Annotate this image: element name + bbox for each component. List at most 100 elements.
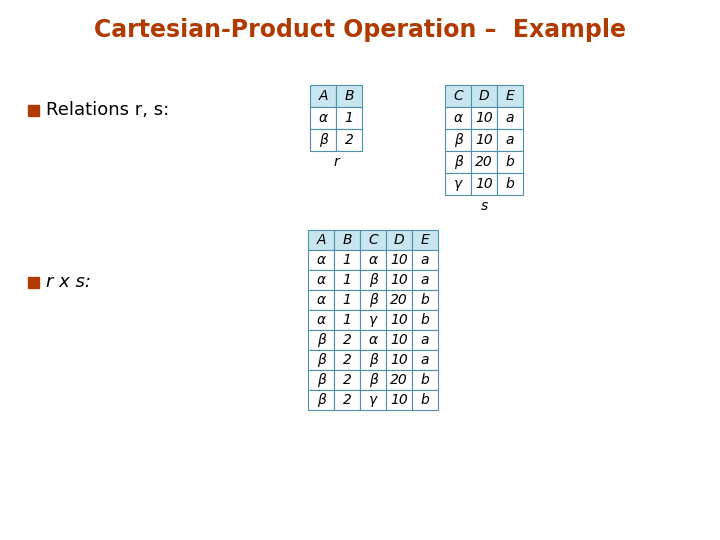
Bar (412, 270, 438, 290)
Text: E: E (420, 233, 429, 247)
Bar (471, 173, 497, 195)
Text: Relations r, s:: Relations r, s: (46, 101, 169, 119)
Bar (412, 230, 438, 250)
Bar (310, 129, 336, 151)
Bar (308, 230, 334, 250)
Text: α: α (316, 273, 325, 287)
Bar (412, 370, 438, 390)
Text: b: b (420, 293, 429, 307)
Bar (471, 85, 497, 107)
Bar (334, 330, 360, 350)
Bar (334, 350, 360, 370)
Bar (386, 370, 412, 390)
Bar (308, 250, 334, 270)
Text: 10: 10 (390, 313, 408, 327)
Text: b: b (420, 373, 429, 387)
Text: A: A (316, 233, 325, 247)
Bar (471, 129, 497, 151)
Bar (412, 290, 438, 310)
Bar (497, 107, 523, 129)
Text: a: a (420, 353, 429, 367)
Bar (308, 290, 334, 310)
Text: β: β (318, 133, 328, 147)
Text: 10: 10 (475, 133, 493, 147)
Text: α: α (454, 111, 462, 125)
Text: 10: 10 (390, 353, 408, 367)
Bar (308, 270, 334, 290)
Text: B: B (342, 233, 352, 247)
Text: 20: 20 (390, 373, 408, 387)
Bar (386, 350, 412, 370)
Text: β: β (317, 353, 325, 367)
Bar (336, 85, 362, 107)
Text: 10: 10 (390, 333, 408, 347)
Bar (445, 151, 471, 173)
Bar (28, 105, 39, 116)
Text: β: β (317, 333, 325, 347)
Text: 2: 2 (343, 333, 351, 347)
Bar (386, 390, 412, 410)
Bar (360, 230, 386, 250)
Text: r x s:: r x s: (46, 273, 91, 291)
Text: a: a (505, 111, 514, 125)
Text: a: a (420, 253, 429, 267)
Text: 2: 2 (345, 133, 354, 147)
Bar (497, 85, 523, 107)
Text: α: α (369, 333, 377, 347)
Text: B: B (344, 89, 354, 103)
Bar (334, 370, 360, 390)
Text: β: β (317, 393, 325, 407)
Text: β: β (454, 133, 462, 147)
Bar (310, 107, 336, 129)
Bar (386, 290, 412, 310)
Bar (445, 107, 471, 129)
Text: α: α (316, 253, 325, 267)
Text: C: C (453, 89, 463, 103)
Text: 1: 1 (343, 253, 351, 267)
Bar (360, 270, 386, 290)
Text: 10: 10 (475, 111, 493, 125)
Bar (308, 310, 334, 330)
Text: 10: 10 (390, 273, 408, 287)
Bar (412, 390, 438, 410)
Text: β: β (369, 373, 377, 387)
Bar (445, 173, 471, 195)
Text: β: β (317, 373, 325, 387)
Text: r: r (333, 155, 339, 169)
Bar (360, 350, 386, 370)
Text: 1: 1 (343, 293, 351, 307)
Text: b: b (420, 313, 429, 327)
Bar (360, 250, 386, 270)
Text: 2: 2 (343, 393, 351, 407)
Bar (310, 85, 336, 107)
Text: a: a (420, 273, 429, 287)
Text: D: D (394, 233, 405, 247)
Bar (386, 310, 412, 330)
Text: γ: γ (369, 393, 377, 407)
Text: 1: 1 (343, 313, 351, 327)
Text: α: α (316, 293, 325, 307)
Text: E: E (505, 89, 514, 103)
Bar (386, 270, 412, 290)
Text: s: s (480, 199, 487, 213)
Bar (471, 107, 497, 129)
Bar (497, 151, 523, 173)
Text: b: b (420, 393, 429, 407)
Bar (308, 390, 334, 410)
Text: 1: 1 (345, 111, 354, 125)
Bar (471, 151, 497, 173)
Text: C: C (368, 233, 378, 247)
Bar (386, 230, 412, 250)
Text: γ: γ (369, 313, 377, 327)
Bar (360, 390, 386, 410)
Text: 20: 20 (390, 293, 408, 307)
Bar (386, 250, 412, 270)
Bar (28, 276, 39, 287)
Bar (412, 350, 438, 370)
Bar (360, 290, 386, 310)
Text: α: α (369, 253, 377, 267)
Bar (445, 129, 471, 151)
Text: 10: 10 (390, 393, 408, 407)
Text: β: β (369, 353, 377, 367)
Bar (360, 310, 386, 330)
